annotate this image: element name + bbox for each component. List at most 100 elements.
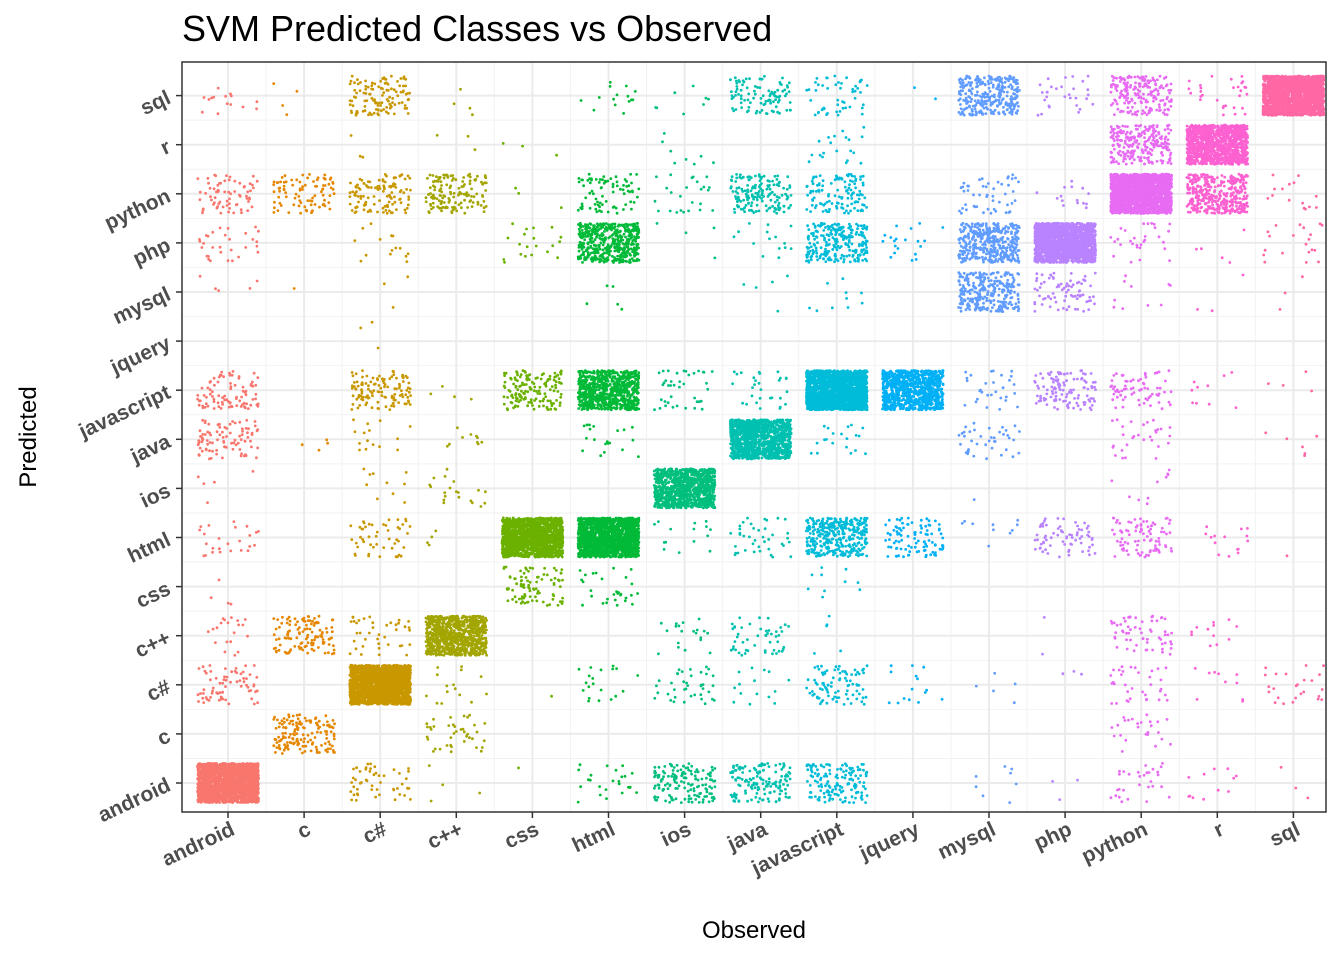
data-point [218,425,222,429]
data-point [379,696,382,699]
data-point [382,546,386,549]
data-point [389,621,393,625]
data-point [398,644,402,648]
data-point [242,677,246,680]
data-point [273,200,276,204]
data-point [251,789,255,793]
data-point [301,744,305,748]
data-point [407,626,411,629]
data-point [331,719,335,722]
data-point [282,188,286,192]
data-point [255,279,259,283]
data-point [223,426,227,429]
data-point [291,183,295,187]
data-point [289,648,293,652]
data-point [238,795,242,799]
data-point [408,700,412,704]
data-point [367,552,371,556]
data-point [215,206,219,210]
data-point [323,204,327,208]
data-point [316,635,320,639]
data-point [277,195,281,199]
data-point [213,383,216,387]
data-point [313,638,316,642]
data-point [217,547,221,551]
data-point [273,206,276,210]
data-point [277,735,281,739]
data-point [301,630,305,633]
data-point [231,779,234,783]
data-point [216,778,220,782]
data-point [326,720,329,724]
data-point [361,645,365,648]
data-point [292,732,295,736]
data-point [323,184,327,187]
data-point [202,96,206,99]
data-point [402,685,406,688]
data-point [208,186,212,190]
data-point [204,447,208,451]
data-point [253,790,257,794]
data-point [222,375,226,379]
data-point [255,774,259,778]
data-point [253,765,257,768]
data-point [322,723,326,727]
data-point [215,430,219,434]
data-point [247,689,251,693]
data-point [251,398,255,401]
data-point [300,443,304,447]
data-point [241,389,245,393]
data-point [228,431,232,435]
data-point [306,651,310,655]
data-point [365,667,369,671]
data-point [207,422,211,426]
data-point [363,680,367,683]
data-point [236,776,240,780]
data-point [246,795,250,798]
data-point [232,520,236,523]
data-point [331,630,334,634]
data-point [201,696,205,700]
data-point [397,689,401,693]
data-point [235,800,239,803]
data-point [240,395,244,399]
data-point [407,620,410,623]
data-point [352,619,356,623]
data-point [199,692,202,695]
data-point [206,765,210,769]
data-point [366,679,370,683]
data-point [227,773,231,777]
data-point [377,642,381,646]
data-point [372,668,376,672]
data-point [319,731,323,734]
data-point [225,199,229,203]
data-point [357,668,361,672]
data-point [210,198,213,202]
data-point [310,209,314,213]
data-point [315,751,319,754]
data-point [202,242,206,245]
data-point [352,639,356,643]
data-point [331,749,335,752]
data-point [274,751,277,754]
data-point [325,438,329,442]
data-point [289,637,293,641]
data-point [213,480,216,484]
data-point [301,185,304,189]
data-point [321,193,325,197]
data-point [318,725,322,729]
data-point [314,636,317,639]
data-point [397,621,400,625]
data-point [248,770,252,774]
data-point [223,793,227,797]
data-point [378,555,382,558]
data-point [332,648,336,652]
data-point [364,447,368,451]
data-point [239,684,243,688]
data-point [210,390,214,394]
data-point [235,766,238,770]
data-point [237,781,241,785]
data-point [240,452,244,456]
data-point [250,697,254,701]
data-point [284,731,287,735]
